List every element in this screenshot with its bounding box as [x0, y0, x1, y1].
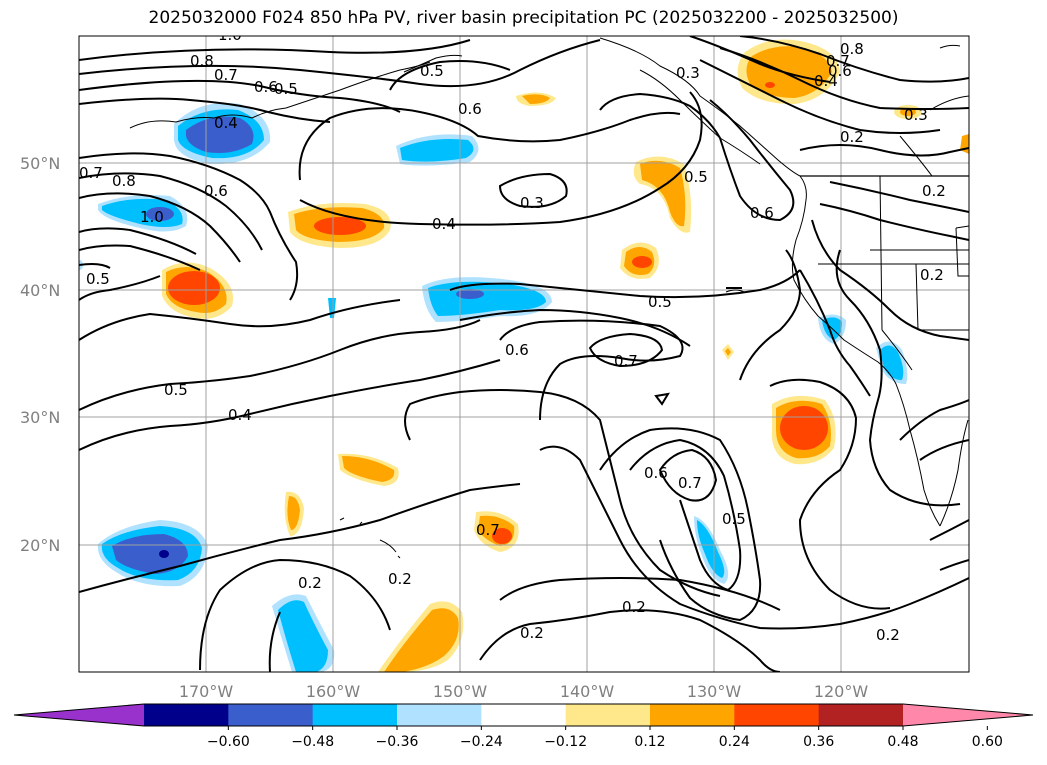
svg-text:0.2: 0.2	[520, 624, 544, 642]
pv-contours	[79, 36, 969, 672]
svg-text:0.5: 0.5	[274, 80, 298, 98]
svg-text:0.2: 0.2	[876, 626, 900, 644]
svg-text:0.4: 0.4	[214, 114, 238, 132]
colorbar-swatch	[144, 704, 229, 726]
svg-text:0.2: 0.2	[920, 266, 944, 284]
svg-text:0.6: 0.6	[505, 341, 529, 359]
colorbar-tick-label: −0.60	[207, 734, 250, 750]
svg-text:0.4: 0.4	[432, 215, 456, 233]
map-frame	[78, 35, 970, 673]
colorbar-outline	[13, 703, 1034, 727]
svg-text:0.6: 0.6	[828, 62, 852, 80]
colorbar-tick-label: 0.48	[887, 734, 918, 750]
colorbar-tick-label: 0.60	[972, 734, 1003, 750]
svg-text:0.8: 0.8	[190, 52, 214, 70]
svg-text:0.3: 0.3	[520, 194, 544, 212]
svg-text:0.7: 0.7	[614, 352, 638, 370]
lon-label: 140°W	[560, 682, 615, 701]
svg-text:0.6: 0.6	[204, 182, 228, 200]
svg-text:0.5: 0.5	[684, 168, 708, 186]
svg-text:0.7: 0.7	[214, 66, 238, 84]
colorbar-swatch	[228, 704, 314, 726]
colorbar-tick-label: 0.24	[719, 734, 750, 750]
colorbar-tick-label: 0.36	[803, 734, 834, 750]
colorbar-swatch	[650, 704, 735, 726]
svg-text:0.3: 0.3	[676, 64, 700, 82]
svg-text:0.4: 0.4	[814, 72, 838, 90]
latitude-labels: 50°N 40°N 30°N 20°N	[20, 154, 60, 555]
colorbar: −0.60 −0.48 −0.36 −0.24 −0.12 0.12 0.24 0.36 0.4…	[13, 703, 1034, 750]
lat-label: 30°N	[20, 408, 60, 427]
svg-text:0.7: 0.7	[826, 52, 850, 70]
svg-text:0.2: 0.2	[622, 598, 646, 616]
svg-text:0.7: 0.7	[476, 521, 500, 539]
lon-label: 150°W	[433, 682, 488, 701]
lon-label: 120°W	[814, 682, 869, 701]
colorbar-tick-label: −0.24	[460, 734, 503, 750]
svg-text:0.8: 0.8	[112, 172, 136, 190]
svg-text:1.0: 1.0	[218, 26, 242, 44]
colorbar-swatch	[312, 704, 398, 726]
svg-text:0.6: 0.6	[458, 100, 482, 118]
svg-text:0.5: 0.5	[164, 381, 188, 399]
svg-text:0.5: 0.5	[86, 270, 110, 288]
lat-label: 20°N	[20, 536, 60, 555]
lon-label: 130°W	[687, 682, 742, 701]
colorbar-extend-high	[903, 704, 1033, 726]
svg-text:0.2: 0.2	[840, 128, 864, 146]
colorbar-tick-label: −0.12	[544, 734, 587, 750]
svg-text:0.5: 0.5	[648, 293, 672, 311]
colorbar-swatch	[818, 704, 904, 726]
svg-text:0.7: 0.7	[79, 164, 103, 182]
positive-precip-anomalies	[162, 39, 969, 672]
colorbar-swatch	[734, 704, 820, 726]
lon-label: 170°W	[179, 682, 234, 701]
colorbar-swatch	[565, 704, 651, 726]
longitude-labels: 170°W 160°W 150°W 140°W 130°W 120°W	[179, 682, 869, 701]
svg-text:0.5: 0.5	[420, 62, 444, 80]
colorbar-tick-label: −0.48	[291, 734, 334, 750]
coastlines	[129, 37, 969, 559]
colorbar-tick-label: −0.36	[376, 734, 419, 750]
svg-text:0.3: 0.3	[904, 106, 928, 124]
svg-text:0.2: 0.2	[298, 574, 322, 592]
lon-label: 160°W	[306, 682, 361, 701]
colorbar-swatch	[397, 704, 482, 726]
lat-label: 50°N	[20, 154, 60, 173]
map-title: 2025032000 F024 850 hPa PV, river basin …	[148, 8, 899, 28]
colorbar-tick-label: 0.12	[634, 734, 665, 750]
colorbar-extend-low	[14, 704, 144, 726]
svg-text:0.6: 0.6	[644, 464, 668, 482]
svg-text:1.0: 1.0	[140, 208, 164, 226]
svg-text:0.2: 0.2	[922, 182, 946, 200]
svg-text:0.7: 0.7	[678, 474, 702, 492]
contour-labels: 1.0 0.8 0.7 0.6 0.5 0.5 0.6 0.4 0.3 0.8 …	[79, 26, 946, 644]
colorbar-swatch	[481, 704, 567, 726]
svg-text:0.4: 0.4	[228, 406, 252, 424]
svg-text:0.6: 0.6	[750, 204, 774, 222]
svg-text:0.5: 0.5	[722, 510, 746, 528]
svg-text:0.2: 0.2	[388, 570, 412, 588]
svg-text:0.6: 0.6	[254, 78, 278, 96]
lat-label: 40°N	[20, 281, 60, 300]
svg-text:0.8: 0.8	[840, 40, 864, 58]
